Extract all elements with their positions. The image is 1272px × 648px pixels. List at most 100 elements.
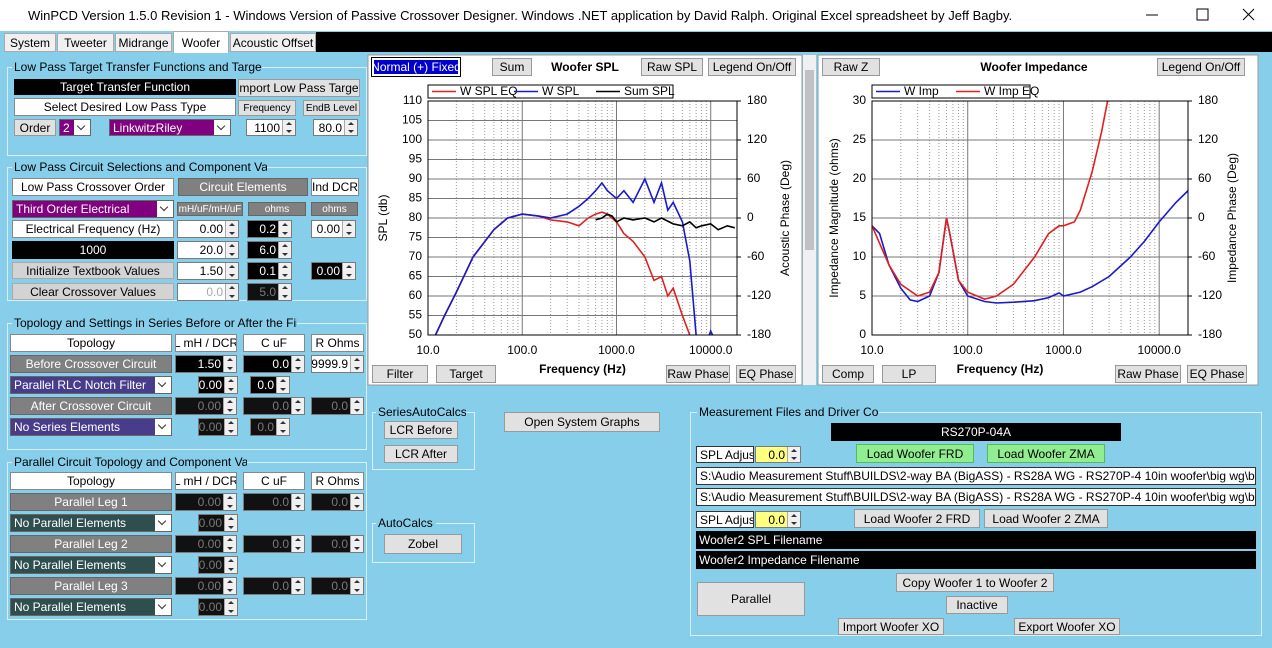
dropdown[interactable]: LinkwitzRiley [109,119,231,136]
number-input[interactable]: 0.0 [243,493,305,511]
button[interactable]: Legend On/Off [708,58,796,76]
spinner[interactable] [291,356,304,372]
button[interactable]: After Crossover Circuit [10,397,172,415]
spinner[interactable] [278,284,291,300]
button[interactable]: Zobel [384,534,462,554]
number-input[interactable]: 0.0 [243,355,305,373]
maximize-icon[interactable] [1196,8,1209,21]
number-input[interactable]: 0.00 [175,577,237,595]
button[interactable]: ohms [248,202,306,216]
button[interactable]: Open System Graphs [504,412,660,432]
spinner[interactable] [291,536,304,552]
number-input[interactable]: 1.50 [177,262,239,280]
spinner[interactable] [225,263,238,279]
number-input[interactable]: 0.00 [175,397,237,415]
button[interactable]: Normal (+) Fixed [371,57,461,77]
number-input[interactable]: 0.0 [755,511,801,528]
number-input[interactable]: 6.0 [247,241,292,259]
number-input[interactable]: 0.0 [250,418,290,436]
spinner[interactable] [225,221,238,237]
spinner[interactable] [276,377,289,393]
text-field[interactable]: S:\Audio Measurement Stuff\BUILDS\2-way … [696,467,1256,485]
number-input[interactable]: 9999.9 [311,355,364,373]
button[interactable]: Raw Z [822,58,880,76]
spinner[interactable] [291,494,304,510]
button[interactable]: EQ Phase [1187,365,1247,383]
dropdown[interactable]: 2 [59,119,91,136]
number-input[interactable]: 0.0 [311,577,364,595]
spinner[interactable] [278,242,291,258]
dropdown-arrow[interactable] [155,557,171,573]
button[interactable]: Load Woofer FRD [856,444,974,463]
number-input[interactable]: 0.00 [311,262,356,280]
dropdown[interactable]: No Parallel Elements [10,514,172,532]
number-input[interactable]: 0.0 [311,535,364,553]
spinner[interactable] [342,221,355,237]
spinner[interactable] [224,515,237,531]
spinner[interactable] [225,242,238,258]
button[interactable]: LCR After [384,445,458,463]
button[interactable]: Inactive [946,596,1008,614]
button[interactable]: Raw Phase [1115,365,1181,383]
spinner[interactable] [224,557,237,573]
number-input[interactable]: 0.00 [311,220,356,238]
button[interactable]: Order [14,119,56,136]
button[interactable]: Export Woofer XO [1014,618,1120,635]
button[interactable]: LCR Before [384,421,458,439]
button[interactable]: Circuit Elements [178,178,308,196]
button[interactable]: LP [882,365,936,383]
spinner[interactable] [224,377,237,393]
spinner[interactable] [291,578,304,594]
button[interactable]: Load Woofer 2 FRD [854,509,980,528]
spinner[interactable] [225,284,238,300]
spinner[interactable] [282,120,295,135]
scroll-thumb[interactable] [805,70,814,250]
spinner[interactable] [350,494,363,510]
tab[interactable]: Tweeter [57,33,114,52]
tab[interactable]: Woofer [173,31,229,53]
number-input[interactable]: 0.0 [250,376,290,394]
number-input[interactable]: 0.00 [175,535,237,553]
button[interactable]: Before Crossover Circuit [10,355,172,373]
button[interactable]: Raw Phase [666,365,730,383]
spinner[interactable] [344,120,357,135]
dropdown-arrow[interactable] [155,599,171,615]
number-input[interactable]: 0.00 [198,418,238,436]
number-input[interactable]: 0.00 [175,493,237,511]
dropdown-arrow[interactable] [214,120,230,135]
button[interactable]: Parallel Leg 1 [10,493,172,511]
spinner[interactable] [276,419,289,435]
button[interactable]: Load Woofer ZMA [987,444,1105,463]
number-input[interactable]: 20.0 [177,241,239,259]
number-input[interactable]: 0.00 [198,514,238,532]
dropdown[interactable]: No Series Elements [10,418,172,436]
spinner[interactable] [342,263,355,279]
number-input[interactable]: 0.0 [243,397,305,415]
text-field[interactable]: SPL Adjust [696,446,754,463]
button[interactable]: EndB Level [303,100,360,116]
number-input[interactable]: 1.50 [175,355,237,373]
button[interactable]: Legend On/Off [1157,58,1245,76]
spinner[interactable] [223,494,236,510]
number-input[interactable]: 0.00 [198,598,238,616]
dropdown[interactable]: No Parallel Elements [10,598,172,616]
spinner[interactable] [223,356,236,372]
number-input[interactable]: 0.0 [311,397,364,415]
dropdown-arrow[interactable] [74,120,90,135]
number-input[interactable]: 0.0 [243,577,305,595]
button[interactable]: Import Woofer XO [838,618,944,635]
spinner[interactable] [350,356,363,372]
dropdown-arrow[interactable] [155,515,171,531]
spinner[interactable] [787,512,800,527]
number-input[interactable]: 5.0 [247,283,292,301]
dropdown-arrow[interactable] [155,419,171,435]
dropdown[interactable]: Parallel RLC Notch Filter [10,376,172,394]
spinner[interactable] [278,221,291,237]
spinner[interactable] [223,536,236,552]
dropdown[interactable]: Third Order Electrical [12,200,174,218]
number-input[interactable]: 0.00 [177,220,239,238]
button[interactable]: EQ Phase [736,365,796,383]
spinner[interactable] [291,398,304,414]
spinner[interactable] [350,578,363,594]
dropdown[interactable]: No Parallel Elements [10,556,172,574]
